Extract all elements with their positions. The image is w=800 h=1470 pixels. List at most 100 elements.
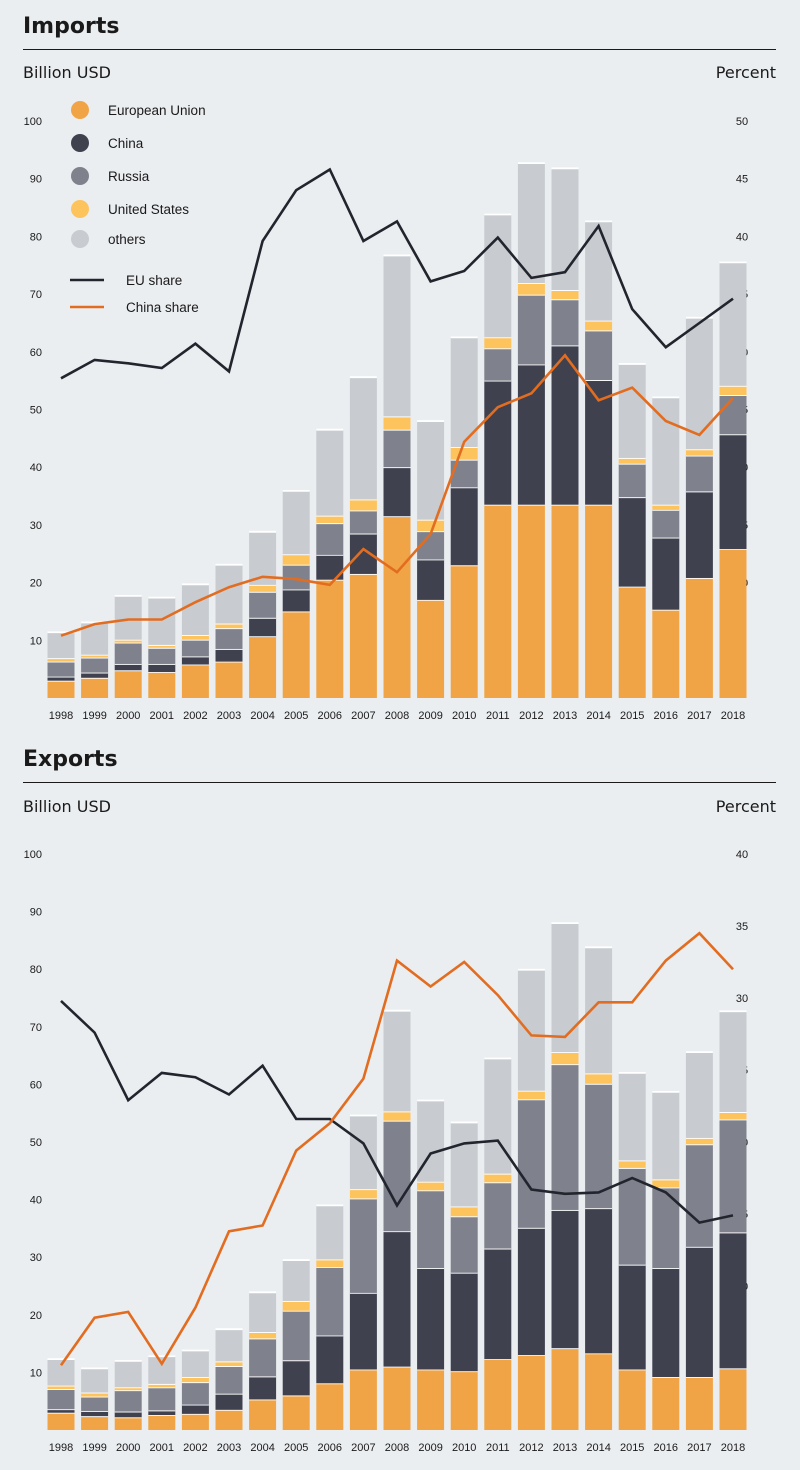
bar-segment-european-union [282, 1395, 310, 1430]
bar-segment-others [585, 221, 613, 321]
x-axis-tick-label: 2016 [654, 710, 678, 722]
legend-swatch-united-states [71, 200, 89, 218]
bar-segment-others [551, 923, 579, 1053]
bar-segment-russia [551, 299, 579, 346]
left-axis-tick-label: 30 [30, 1252, 42, 1264]
right-axis-tick-label: 35 [736, 921, 748, 933]
left-axis-tick-label: 20 [30, 578, 42, 590]
bar-segment-european-union [517, 1355, 545, 1430]
left-axis-tick-label: 10 [30, 635, 42, 647]
bar-stack-2012 [517, 968, 545, 1430]
x-axis-tick-label: 2013 [553, 710, 577, 722]
bar-segment-european-union [652, 1377, 680, 1430]
legend-label-russia: Russia [108, 169, 150, 184]
bar-stack-2005 [282, 489, 310, 698]
bar-segment-china [215, 1393, 243, 1410]
bar-segment-china [316, 1335, 344, 1384]
bar-segment-european-union [81, 1416, 109, 1430]
bar-segment-european-union [349, 1369, 377, 1430]
bar-segment-others [517, 163, 545, 284]
bar-segment-others [282, 1260, 310, 1301]
bar-segment-russia [450, 459, 478, 488]
legend-item-united-states: United States [71, 200, 189, 218]
bar-segment-russia [383, 429, 411, 468]
bar-segment-european-union [719, 549, 747, 698]
bar-segment-russia [114, 1390, 142, 1412]
bar-segment-china [484, 1248, 512, 1360]
bar-stack-1999 [81, 621, 109, 698]
bar-segment-others [383, 255, 411, 417]
imports-legend: European Union China Russia United States ot… [70, 101, 206, 315]
bar-segment-russia [383, 1120, 411, 1232]
bar-segment-european-union [215, 1409, 243, 1430]
bar-segment-united-states [585, 1073, 613, 1084]
legend-swatch-china [71, 134, 89, 152]
bar-segment-others [484, 214, 512, 338]
left-axis-tick-label: 30 [30, 520, 42, 532]
legend-item-european-union: European Union [71, 101, 206, 119]
bar-segment-others [114, 1360, 142, 1388]
x-axis-tick-label: 2018 [721, 710, 745, 722]
bar-stack-2005 [282, 1259, 310, 1430]
bar-segment-united-states [249, 1332, 277, 1339]
bar-segment-united-states [215, 1361, 243, 1367]
bar-segment-russia [517, 294, 545, 365]
bar-segment-others [417, 421, 445, 520]
bar-segment-russia [81, 1396, 109, 1411]
exports-title-rule [23, 782, 776, 783]
left-axis-tick-label: 100 [24, 849, 42, 861]
bar-segment-china [618, 497, 646, 587]
bar-segment-others [719, 262, 747, 386]
bar-segment-china [47, 1409, 75, 1413]
bar-segment-united-states [484, 1173, 512, 1183]
bar-segment-united-states [215, 623, 243, 629]
imports-bars: 1998 1999 2000 2001 2002 2003 2004 2005 2006 2007… [47, 162, 747, 722]
left-axis-tick-label: 80 [30, 964, 42, 976]
bar-segment-european-union [181, 1413, 209, 1430]
legend-swatch-russia [71, 167, 89, 185]
bar-segment-china [249, 617, 277, 637]
legend-item-china-share: China share [70, 300, 199, 315]
bar-segment-russia [719, 1119, 747, 1233]
bar-segment-european-union [484, 1359, 512, 1430]
bar-stack-2003 [215, 563, 243, 698]
legend-item-eu-share: EU share [70, 273, 182, 288]
bar-stack-2015 [618, 363, 646, 698]
bar-segment-united-states [114, 1387, 142, 1391]
bar-segment-russia [282, 1310, 310, 1361]
x-axis-tick-label: 2016 [654, 1442, 678, 1454]
bar-segment-russia [215, 1366, 243, 1394]
bar-segment-others [652, 397, 680, 505]
bar-segment-china [114, 1411, 142, 1418]
bar-segment-european-union [585, 504, 613, 698]
bar-segment-european-union [618, 1369, 646, 1430]
bar-stack-2018 [719, 261, 747, 698]
bar-segment-china [81, 1410, 109, 1417]
bar-segment-china [383, 1231, 411, 1367]
bar-segment-united-states [316, 515, 344, 524]
bar-segment-european-union [383, 1366, 411, 1430]
bar-segment-china [81, 672, 109, 678]
bar-segment-united-states [685, 449, 713, 456]
bar-segment-others [148, 1356, 176, 1384]
bar-segment-china [148, 1410, 176, 1416]
bar-segment-china [417, 559, 445, 600]
bar-segment-russia [484, 1182, 512, 1249]
bar-stack-2017 [685, 316, 713, 698]
bar-segment-european-union [282, 611, 310, 698]
x-axis-tick-label: 2008 [385, 1442, 409, 1454]
bar-segment-china [349, 533, 377, 574]
line-china-share [59, 931, 734, 1367]
bar-segment-china [249, 1376, 277, 1400]
left-axis-tick-label: 10 [30, 1367, 42, 1379]
bar-segment-united-states [652, 504, 680, 510]
bar-segment-european-union [316, 1383, 344, 1430]
bar-stack-2004 [249, 1291, 277, 1430]
left-axis-tick-label: 60 [30, 1079, 42, 1091]
bar-segment-european-union [81, 677, 109, 698]
bar-stack-2014 [585, 220, 613, 698]
x-axis-tick-label: 1999 [82, 1442, 106, 1454]
bar-segment-others [450, 1122, 478, 1207]
bar-segment-russia [349, 510, 377, 534]
left-axis-tick-label: 100 [24, 116, 42, 128]
